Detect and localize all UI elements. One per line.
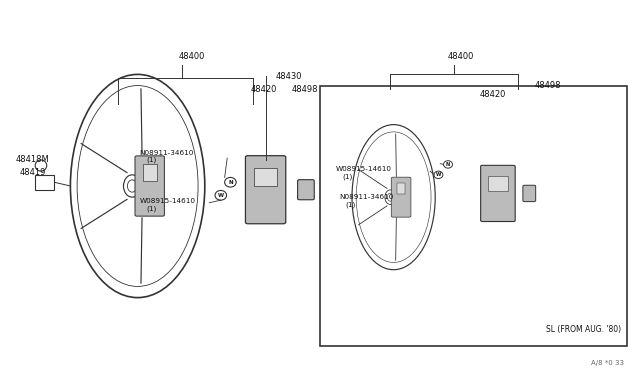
FancyBboxPatch shape [391,177,411,217]
Text: W: W [436,172,441,177]
Bar [143,164,157,182]
Text: 48419: 48419 [19,169,45,177]
FancyBboxPatch shape [523,185,536,202]
Bar [488,176,508,191]
FancyBboxPatch shape [245,156,285,224]
Text: (1): (1) [342,173,353,180]
Text: W08915-14610: W08915-14610 [140,198,196,204]
Ellipse shape [434,171,443,179]
Text: W: W [218,193,224,198]
Text: (1): (1) [146,205,156,212]
Text: N: N [446,162,450,167]
Text: (1): (1) [146,157,156,163]
Text: 48498: 48498 [291,85,317,94]
Text: N: N [228,180,233,185]
Text: N08911-34610: N08911-34610 [339,194,394,200]
Text: 48418M: 48418M [16,155,50,164]
Text: (1): (1) [346,201,356,208]
Ellipse shape [444,161,452,168]
Bar [254,168,277,186]
Text: 48430: 48430 [275,72,301,81]
FancyBboxPatch shape [135,156,164,216]
FancyBboxPatch shape [481,166,515,222]
Text: A/8 *0 33: A/8 *0 33 [591,360,624,366]
Bar [320,86,627,346]
Text: W08915-14610: W08915-14610 [336,166,392,172]
Bar [397,183,405,194]
FancyBboxPatch shape [298,180,314,200]
Bar [35,175,54,190]
Text: 48400: 48400 [447,52,474,61]
Text: 48420: 48420 [480,90,506,99]
Text: 48498: 48498 [534,81,561,90]
Ellipse shape [225,177,236,187]
Text: 48400: 48400 [179,52,205,61]
Ellipse shape [215,190,227,200]
Text: 48420: 48420 [251,85,277,94]
Text: SL (FROM AUG. '80): SL (FROM AUG. '80) [546,325,621,334]
Text: N08911-34610: N08911-34610 [140,150,194,155]
